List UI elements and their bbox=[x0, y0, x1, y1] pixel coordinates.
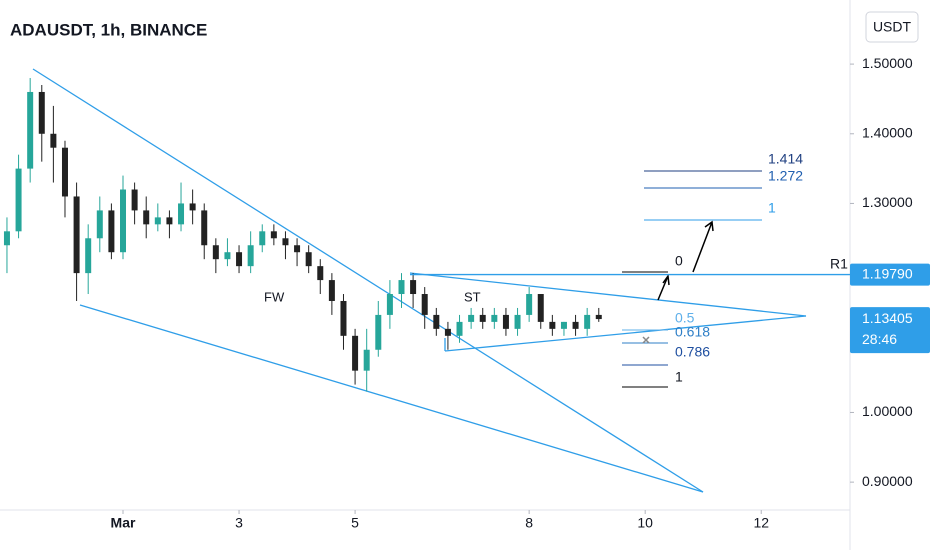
arrow bbox=[692, 220, 714, 273]
candle-body bbox=[259, 231, 266, 246]
trendline bbox=[79, 304, 704, 493]
candle-body bbox=[479, 314, 486, 322]
candle-body bbox=[120, 189, 127, 253]
candle-body bbox=[340, 300, 347, 336]
candle-body bbox=[96, 210, 103, 239]
label: FW bbox=[264, 289, 285, 304]
candle-body bbox=[50, 133, 57, 148]
candle-body bbox=[560, 321, 567, 329]
x-tick-label: 12 bbox=[753, 515, 769, 531]
y-tick-label: 1.00000 bbox=[862, 403, 913, 419]
trendline bbox=[444, 315, 807, 352]
fib-label: 0.618 bbox=[675, 324, 710, 340]
candle-body bbox=[143, 210, 150, 225]
fib-label: 0.786 bbox=[675, 344, 710, 360]
candle-body bbox=[421, 294, 428, 315]
candle-body bbox=[386, 294, 393, 315]
candle-body bbox=[282, 238, 289, 246]
resistance-label: 1.19790 bbox=[862, 265, 913, 281]
resistance-name: R1 bbox=[830, 255, 848, 271]
x-tick-label: 8 bbox=[525, 515, 533, 531]
y-tick-label: 0.90000 bbox=[862, 473, 913, 489]
candle-body bbox=[444, 328, 451, 336]
fib-label: 1 bbox=[768, 200, 776, 216]
candle-body bbox=[328, 280, 335, 301]
countdown: 28:46 bbox=[862, 331, 897, 347]
candle-body bbox=[154, 217, 161, 225]
candle-body bbox=[61, 147, 68, 197]
fib-label: 1 bbox=[675, 369, 683, 385]
candle-body bbox=[398, 280, 405, 295]
candle-body bbox=[572, 321, 579, 329]
candle-body bbox=[456, 321, 463, 336]
fib-label: 0 bbox=[675, 253, 683, 269]
marker bbox=[642, 336, 650, 344]
arrow bbox=[657, 273, 670, 301]
candle-body bbox=[294, 245, 301, 253]
candle-body bbox=[526, 294, 533, 315]
candle-body bbox=[468, 314, 475, 322]
candle-body bbox=[131, 189, 138, 211]
candle-body bbox=[236, 252, 243, 267]
candle-body bbox=[108, 210, 115, 253]
candle-body bbox=[73, 196, 80, 274]
x-tick-label: 10 bbox=[637, 515, 653, 531]
trendline bbox=[32, 68, 704, 493]
candle-body bbox=[363, 349, 370, 371]
candle-body bbox=[584, 314, 591, 329]
candle-body bbox=[270, 231, 277, 239]
last-price: 1.13405 bbox=[862, 310, 913, 326]
candle-body bbox=[38, 91, 45, 134]
x-tick-label: 3 bbox=[235, 515, 243, 531]
x-tick-label: 5 bbox=[351, 515, 359, 531]
candle-body bbox=[15, 168, 22, 232]
fib-label: 1.272 bbox=[768, 168, 803, 184]
chart-title: ADAUSDT, 1h, BINANCE bbox=[10, 20, 207, 39]
candle-body bbox=[375, 314, 382, 350]
candle-body bbox=[27, 91, 34, 169]
candle-body bbox=[305, 252, 312, 267]
price-box bbox=[850, 307, 930, 354]
drawings: FW ST 0.5 0.618 0.786 1 0 1 1.272 1.414 bbox=[32, 68, 807, 493]
candle-body bbox=[201, 210, 208, 246]
y-tick-label: 1.30000 bbox=[862, 194, 913, 210]
label: ST bbox=[464, 289, 481, 304]
candle-body bbox=[166, 217, 173, 225]
candle-body bbox=[224, 252, 231, 260]
candle-body bbox=[491, 314, 498, 322]
y-tick-label: 1.40000 bbox=[862, 124, 913, 140]
candle-body bbox=[502, 314, 509, 329]
candle-body bbox=[212, 245, 219, 260]
candle-body bbox=[247, 245, 254, 267]
candle-body bbox=[178, 203, 185, 225]
candle-body bbox=[537, 294, 544, 322]
candle-body bbox=[3, 231, 10, 246]
currency[interactable]: USDT bbox=[873, 19, 912, 35]
x-tick-label: Mar bbox=[111, 515, 136, 531]
currency-box[interactable] bbox=[865, 11, 919, 43]
candle-body bbox=[317, 266, 324, 281]
fib-label: 0.5 bbox=[675, 310, 695, 326]
candle-body bbox=[514, 314, 521, 329]
candle-body bbox=[433, 314, 440, 329]
candle-body bbox=[352, 335, 359, 371]
y-tick-label: 1.50000 bbox=[862, 55, 913, 71]
candle-body bbox=[85, 238, 92, 274]
fib-label: 1.414 bbox=[768, 151, 803, 167]
candle-body bbox=[410, 280, 417, 295]
price-box bbox=[850, 263, 930, 286]
candle-body bbox=[549, 321, 556, 329]
trendline bbox=[409, 272, 807, 317]
candle-body bbox=[189, 203, 196, 211]
candle-body bbox=[595, 314, 602, 320]
